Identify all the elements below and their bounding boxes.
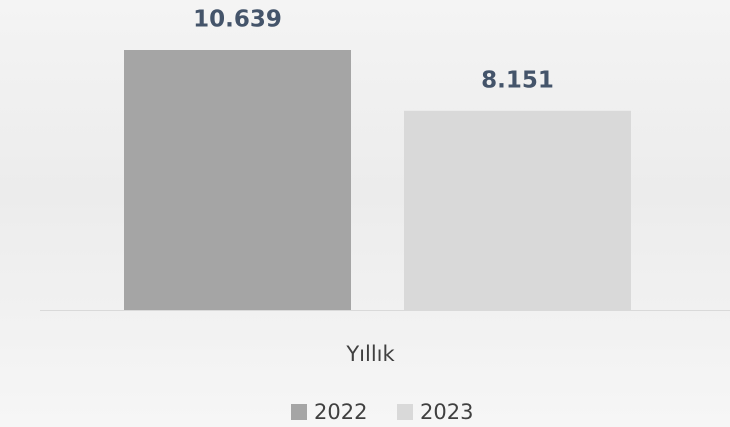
bar xyxy=(404,110,631,310)
data-label: 10.639 xyxy=(193,7,282,33)
legend-label: 2023 xyxy=(420,400,473,424)
legend-label: 2022 xyxy=(314,400,367,424)
legend-swatch xyxy=(397,404,413,420)
legend-swatch xyxy=(291,404,307,420)
data-label: 8.151 xyxy=(481,67,554,93)
bar xyxy=(124,50,351,310)
x-tick-label: Yıllık xyxy=(345,342,395,366)
